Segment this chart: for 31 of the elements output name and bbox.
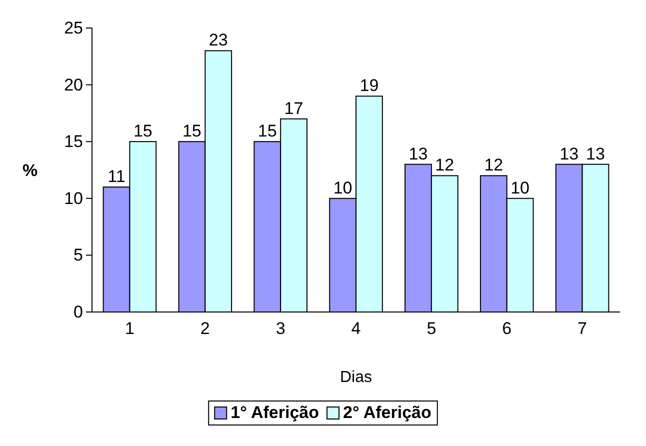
legend-label: 2° Aferição	[343, 403, 432, 422]
data-label: 10	[333, 178, 352, 198]
data-label: 15	[133, 122, 152, 141]
x-tick-label: 6	[502, 319, 512, 338]
data-label: 11	[108, 167, 126, 186]
y-tick-label: 25	[64, 18, 83, 38]
y-tick-label: 20	[64, 75, 83, 94]
x-axis-title: Dias	[340, 369, 372, 386]
x-tick-label: 7	[578, 319, 588, 338]
x-tick-label: 4	[351, 319, 361, 338]
y-tick-label: 5	[74, 246, 83, 265]
data-label: 13	[586, 144, 605, 164]
x-tick-label: 3	[276, 319, 286, 338]
data-label: 15	[258, 122, 277, 141]
data-label: 10	[510, 178, 530, 198]
legend-label: 1° Aferição	[230, 403, 319, 422]
x-tick-label: 1	[124, 319, 134, 338]
data-label: 12	[484, 156, 504, 175]
y-tick-label: 0	[74, 302, 83, 322]
y-tick-label: 10	[64, 188, 83, 208]
data-label: 15	[182, 122, 202, 141]
data-label: 17	[284, 98, 304, 118]
data-label: 13	[560, 144, 579, 164]
data-label: 13	[408, 144, 428, 164]
y-tick-label: 15	[64, 132, 83, 152]
y-axis-title: %	[22, 161, 38, 180]
data-label: 23	[208, 30, 228, 50]
data-label: 12	[435, 156, 454, 175]
data-label: 19	[360, 76, 379, 96]
x-tick-label: 2	[200, 319, 210, 338]
x-tick-label: 5	[426, 319, 436, 338]
